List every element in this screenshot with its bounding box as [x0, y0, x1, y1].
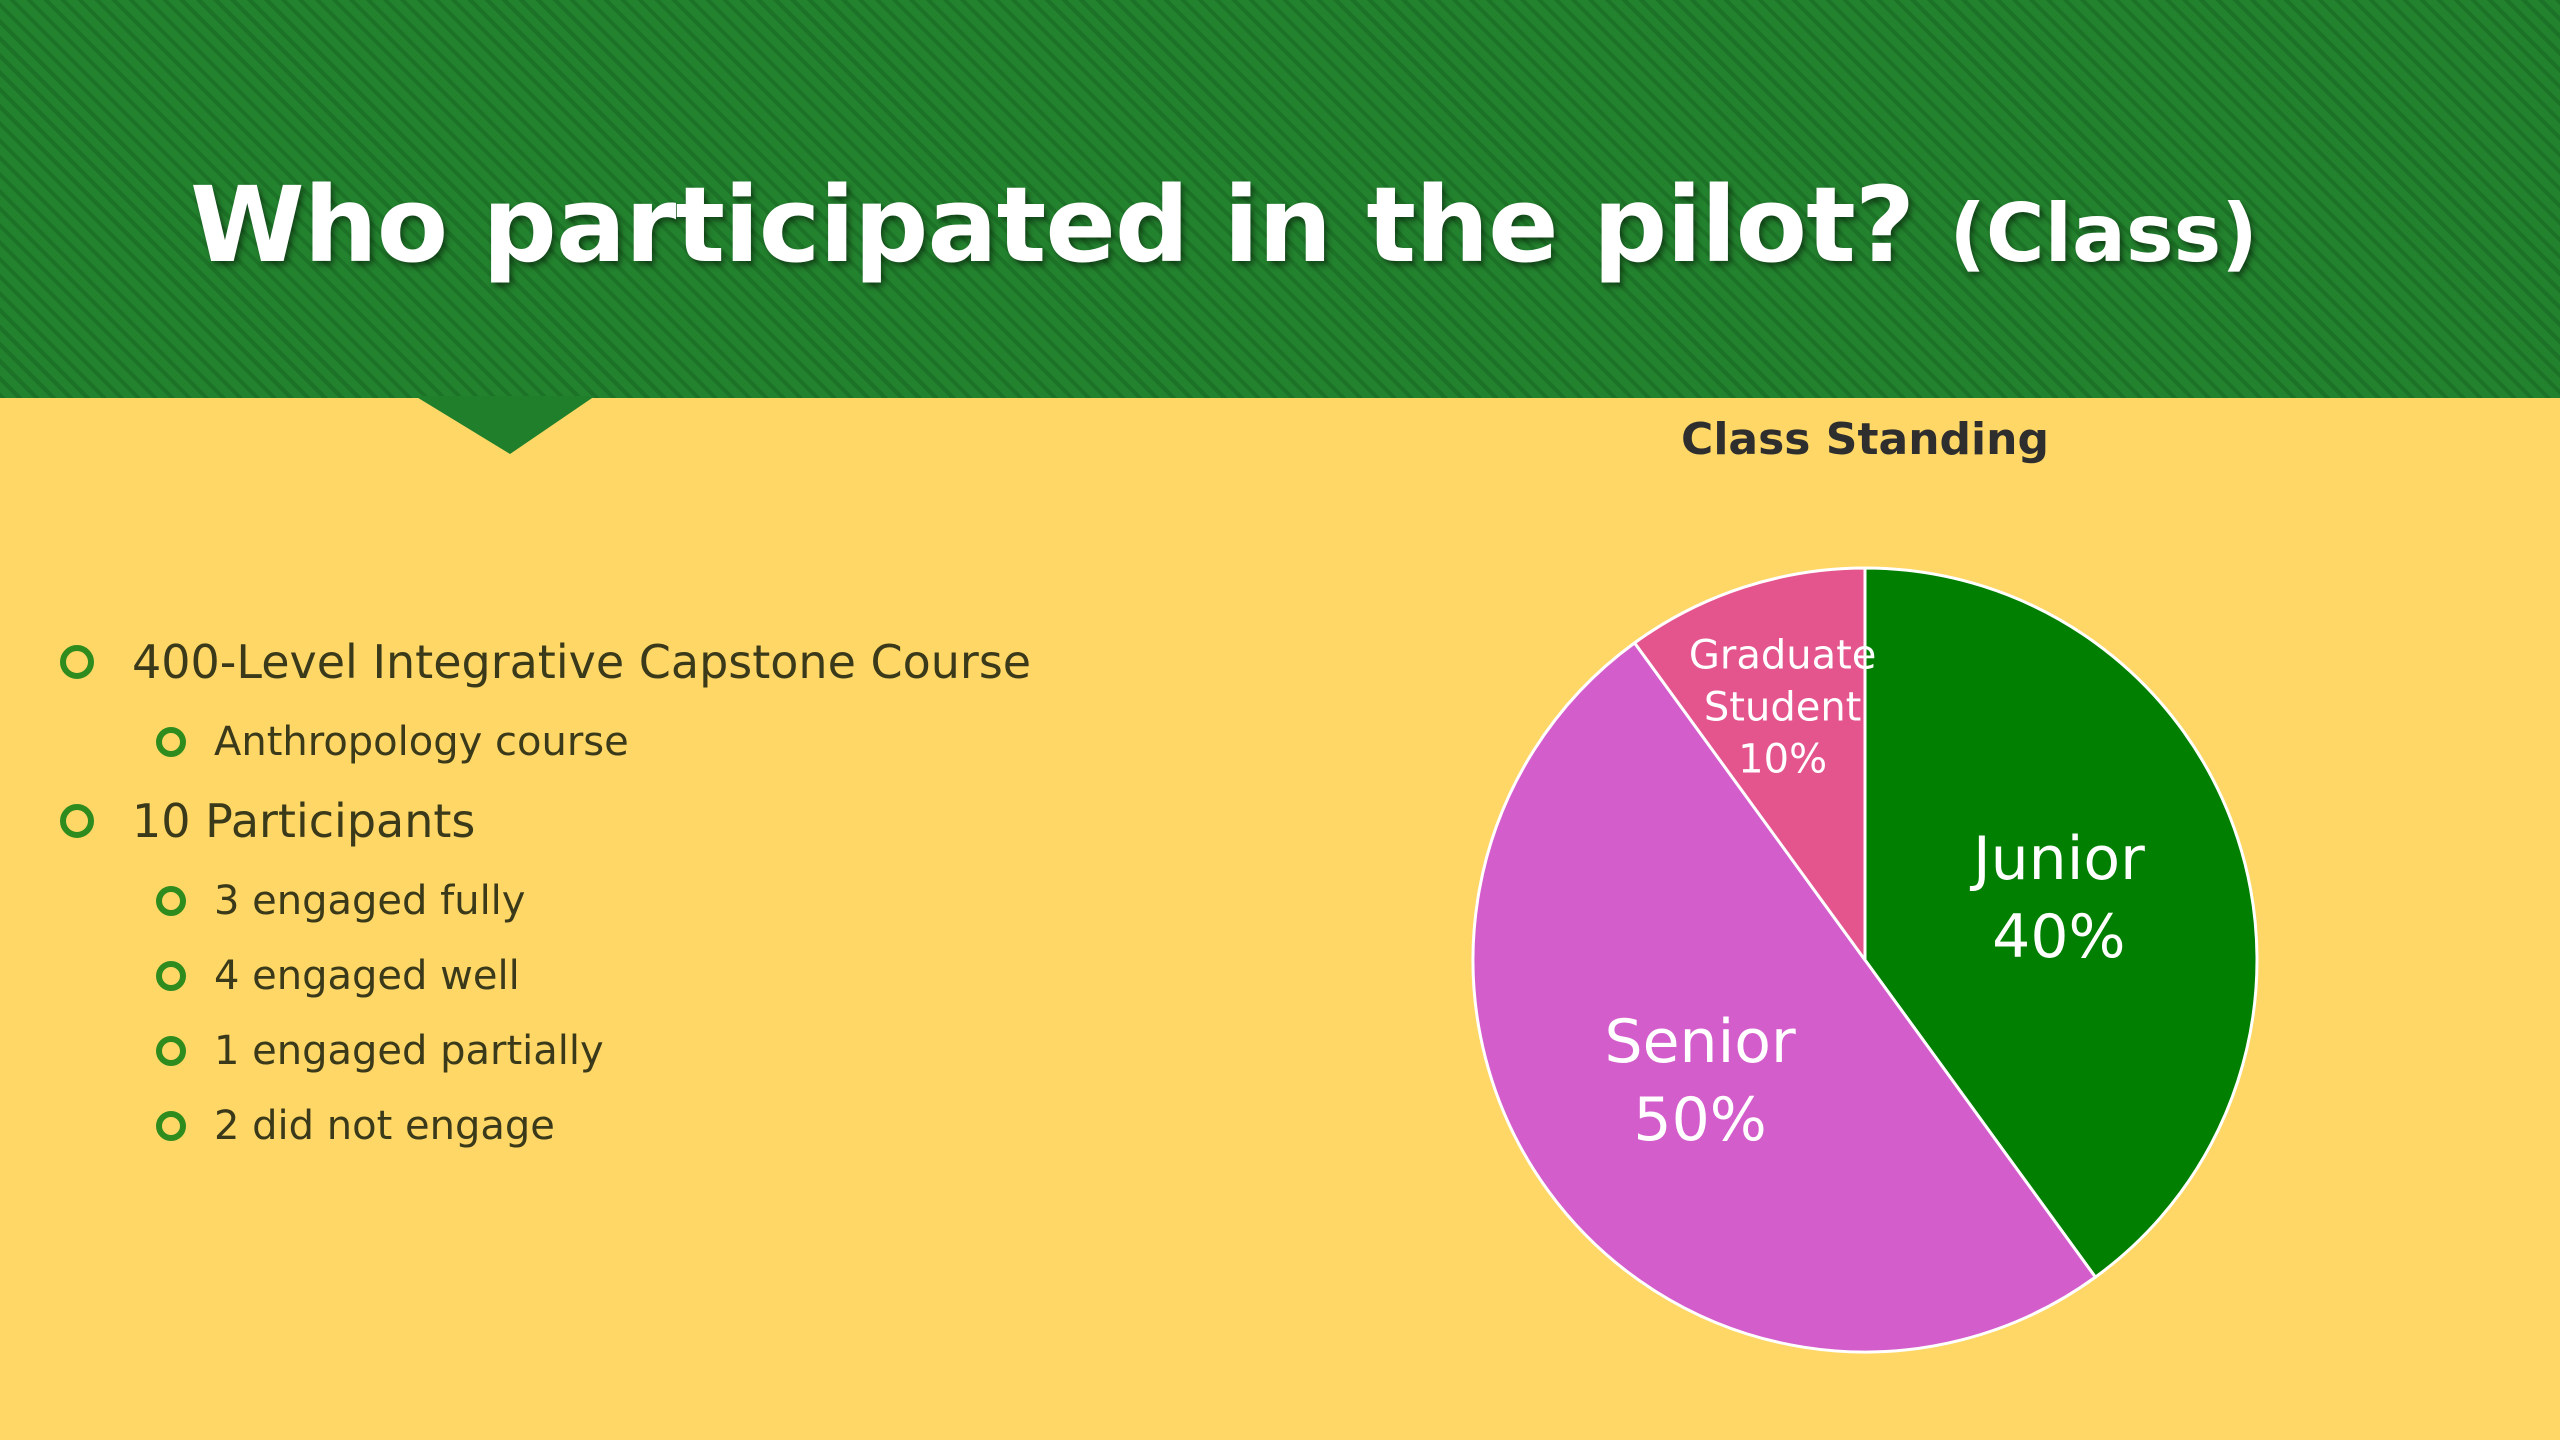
- pie-chart-svg: Junior 40% Senior 50% Graduate Student 10%: [1471, 566, 2259, 1354]
- pie-data-label: Senior 50%: [1605, 1007, 1796, 1155]
- chart-title: Class Standing: [1681, 414, 2049, 465]
- bullet-text: 2 did not engage: [214, 1102, 555, 1149]
- slide-title: Who participated in the pilot? (Class): [190, 160, 2258, 299]
- bullet-text: 10 Participants: [132, 794, 476, 848]
- bullet-circle-icon: [156, 1035, 186, 1066]
- bullet-circle-icon: [156, 726, 186, 757]
- pie-label-percent: 10%: [1738, 736, 1827, 782]
- pie-label-category: Junior: [1969, 824, 2145, 894]
- slide-title-suffix: (Class): [1949, 187, 2258, 280]
- bullet-text: 1 engaged partially: [214, 1027, 604, 1074]
- sub-bullet-item: Anthropology course: [60, 704, 1360, 779]
- bullet-circle-icon: [60, 804, 94, 838]
- sub-bullet-item: 2 did not engage: [60, 1088, 1360, 1163]
- slide-title-main: Who participated in the pilot?: [190, 164, 1915, 286]
- bullet-circle-icon: [60, 645, 94, 679]
- bullet-text: Anthropology course: [214, 718, 629, 765]
- sub-bullet-item: 1 engaged partially: [60, 1013, 1360, 1088]
- pie-slice: [1863, 566, 2259, 1279]
- pie-label-category: Senior: [1605, 1007, 1796, 1077]
- bullet-text: 400-Level Integrative Capstone Course: [132, 635, 1032, 689]
- bullet-text: 3 engaged fully: [214, 877, 526, 924]
- pie-label-category: Graduate: [1689, 632, 1877, 678]
- bullet-text: 4 engaged well: [214, 952, 520, 999]
- bullet-item: 400-Level Integrative Capstone Course: [60, 622, 1360, 702]
- bullet-circle-icon: [156, 1110, 186, 1141]
- banner-pointer: [415, 396, 595, 454]
- pie-label-percent: 50%: [1633, 1085, 1766, 1155]
- pie-slice: [1471, 641, 2097, 1354]
- pie-label-percent: 40%: [1992, 902, 2125, 972]
- sub-bullet-item: 4 engaged well: [60, 938, 1360, 1013]
- pie-data-label: Graduate Student 10%: [1689, 632, 1877, 782]
- bullet-item: 10 Participants: [60, 781, 1360, 861]
- pie-slice: [1633, 566, 1867, 962]
- pie-data-label: Junior 40%: [1969, 824, 2145, 972]
- title-banner: [0, 0, 2560, 398]
- pie-label-category: Student: [1704, 684, 1861, 730]
- bullet-circle-icon: [156, 885, 186, 916]
- sub-bullet-item: 3 engaged fully: [60, 863, 1360, 938]
- bullet-list: 400-Level Integrative Capstone Course An…: [60, 620, 1360, 1163]
- bullet-circle-icon: [156, 960, 186, 991]
- pie-chart: Junior 40% Senior 50% Graduate Student 10% Cla…: [1400, 400, 2400, 1400]
